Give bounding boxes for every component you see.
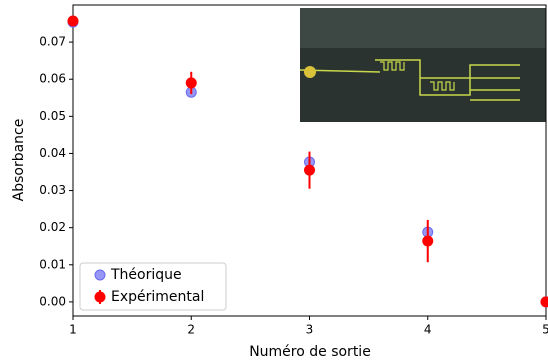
- y-tick-label: 0.02: [39, 220, 66, 234]
- legend-marker: [94, 269, 106, 281]
- y-tick-label: 0.00: [39, 294, 66, 308]
- x-tick-label: 2: [187, 323, 195, 337]
- marker: [304, 164, 315, 176]
- x-tick-label: 3: [306, 323, 314, 337]
- inset-photo: [299, 8, 546, 122]
- y-tick-label: 0.05: [39, 109, 66, 123]
- y-tick-label: 0.03: [39, 183, 66, 197]
- marker: [422, 235, 434, 247]
- y-axis-label: Absorbance: [11, 119, 27, 202]
- marker: [67, 15, 79, 27]
- y-tick-label: 0.04: [39, 146, 66, 160]
- marker: [540, 296, 548, 308]
- x-axis-label: Numéro de sortie: [249, 344, 371, 360]
- legend-label: Théorique: [110, 267, 182, 283]
- x-tick-label: 4: [424, 323, 432, 337]
- x-tick-label: 5: [542, 323, 548, 337]
- x-tick-label: 1: [69, 323, 77, 337]
- legend-label: Expérimental: [111, 289, 204, 305]
- legend: [79, 262, 227, 311]
- marker: [185, 77, 197, 89]
- y-tick-label: 0.07: [39, 35, 66, 49]
- y-tick-label: 0.01: [39, 257, 66, 271]
- y-tick-label: 0.06: [39, 72, 66, 86]
- legend-marker: [94, 291, 106, 303]
